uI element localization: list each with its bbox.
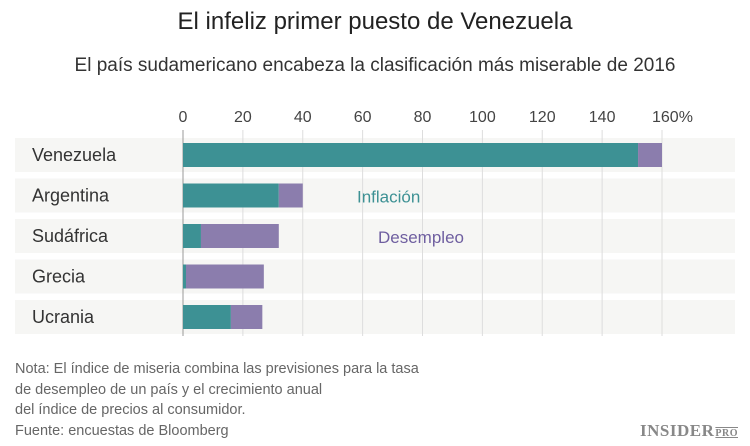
x-tick-label: 140 bbox=[589, 109, 616, 126]
footnote: Nota: El índice de miseria combina las p… bbox=[15, 359, 419, 441]
x-tick-label: 80 bbox=[414, 109, 432, 126]
legend-desempleo: Desempleo bbox=[378, 228, 464, 247]
insider-pro-logo: INSIDERPRO bbox=[640, 421, 738, 440]
chart-subtitle: El país sudamericano encabeza la clasifi… bbox=[74, 55, 676, 76]
bar-inflación bbox=[183, 305, 231, 329]
x-tick-label: 40 bbox=[294, 109, 312, 126]
note-line: de desempleo de un país y el crecimiento… bbox=[15, 381, 323, 398]
note-line: Nota: El índice de miseria combina las p… bbox=[15, 361, 419, 377]
row-band bbox=[15, 178, 735, 213]
x-tick-label: 160% bbox=[652, 109, 693, 126]
bar-desempleo bbox=[185, 264, 264, 289]
category-label: Ucrania bbox=[32, 307, 95, 327]
x-tick-label: 60 bbox=[354, 109, 372, 126]
bar-inflación bbox=[183, 143, 639, 167]
bar-desempleo bbox=[200, 224, 279, 248]
x-tick-label: 120 bbox=[529, 109, 556, 126]
row-band bbox=[15, 259, 735, 294]
bar-desempleo bbox=[230, 305, 263, 329]
legend-inflacion: Inflación bbox=[357, 188, 420, 207]
category-label: Grecia bbox=[32, 267, 86, 287]
chart-title: El infeliz primer puesto de Venezuela bbox=[177, 8, 573, 35]
category-label: Argentina bbox=[32, 186, 110, 206]
bar-inflación bbox=[183, 264, 186, 289]
source-line: Fuente: encuestas de Bloomberg bbox=[15, 422, 229, 439]
category-label: Sudáfrica bbox=[32, 226, 109, 246]
bar-desempleo bbox=[278, 183, 303, 208]
bar-inflación bbox=[183, 224, 201, 248]
row-band bbox=[15, 219, 735, 253]
bar-desempleo bbox=[638, 143, 662, 167]
bar-inflación bbox=[183, 183, 279, 208]
note-line: del índice de precios al consumidor. bbox=[15, 402, 246, 418]
x-tick-label: 0 bbox=[179, 109, 188, 126]
x-tick-label: 100 bbox=[469, 109, 496, 126]
x-tick-label: 20 bbox=[234, 109, 252, 126]
row-band bbox=[15, 300, 735, 334]
category-label: Venezuela bbox=[32, 145, 117, 165]
